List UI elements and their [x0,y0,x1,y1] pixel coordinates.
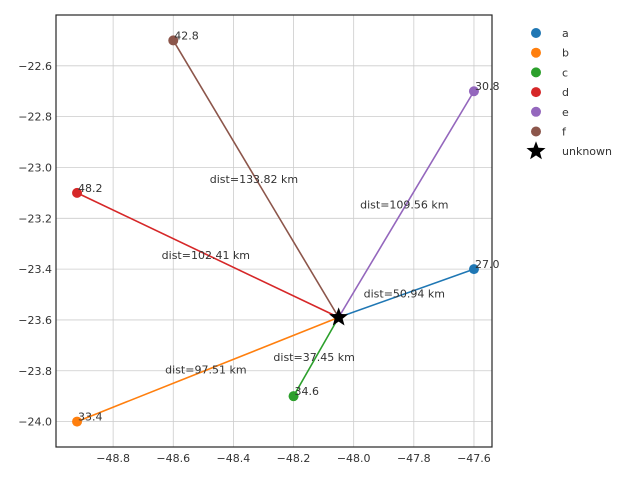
distance-label-c: dist=37.45 km [273,351,354,364]
legend-label-unknown: unknown [562,145,612,158]
legend-marker-b [531,47,541,58]
distance-label-b: dist=97.51 km [165,363,246,376]
data-points [72,35,479,427]
x-tick-label: −48.8 [96,452,130,465]
legend-label-a: a [562,27,569,40]
distance-line-e [337,90,475,318]
x-tick-label: −47.6 [457,452,491,465]
legend-label-d: d [562,86,569,99]
point-d [72,187,83,198]
distance-lines [76,40,475,423]
y-tick-label: −23.0 [18,161,52,174]
point-f [168,35,179,46]
y-tick-label: −23.2 [18,212,52,225]
value-label-d: 48.2 [78,182,103,195]
point-b [72,416,83,427]
legend-marker-c [531,67,541,78]
legend-marker-unknown [526,141,546,160]
legend-label-e: e [562,106,569,119]
distance-label-d: dist=102.41 km [162,249,250,262]
legend-marker-f [531,126,541,137]
value-label-e: 30.8 [475,80,500,93]
y-tick-label: −22.6 [18,60,52,73]
value-label-f: 42.8 [174,29,199,42]
y-tick-label: −23.4 [18,263,52,276]
distance-label-a: dist=50.94 km [364,287,445,300]
point-e [468,86,479,97]
x-tick-label: −48.0 [337,452,371,465]
y-tick-label: −24.0 [18,416,52,429]
value-label-a: 27.0 [475,258,500,271]
legend-marker-e [531,106,541,117]
point-c [288,391,299,402]
legend-marker-a [531,28,541,38]
plot-frame [55,14,493,448]
chart-labels: 27.0 dist=50.94 km 33.4 dist=97.51 km 34.6 di… [78,29,499,423]
x-tick-label: −48.6 [156,452,190,465]
distance-line-d [76,192,339,319]
distance-line-f [172,40,340,318]
y-tick-label: −23.6 [18,314,52,327]
grid-lines [56,15,492,447]
x-tick-label: −47.8 [397,452,431,465]
legend-label-f: f [562,126,567,139]
legend-marker-d [531,87,541,98]
axes: −48.8 −48.6 −48.4 −48.2 −48.0 −47.8 −47.6 −22.6… [18,14,493,465]
y-tick-label: −23.8 [18,365,52,378]
distance-label-f: dist=133.82 km [210,173,298,186]
unknown-star [329,307,349,326]
value-label-b: 33.4 [78,411,103,424]
distance-line-b [76,316,339,423]
x-tick-label: −48.2 [277,452,311,465]
distance-line-c [292,317,340,397]
point-a [468,264,479,275]
value-label-c: 34.6 [295,385,320,398]
legend-label-b: b [562,47,569,60]
x-tick-label: −48.4 [217,452,251,465]
distance-label-e: dist=109.56 km [360,198,448,211]
legend-label-c: c [562,66,568,79]
distance-line-a [338,268,475,319]
y-tick-label: −22.8 [18,111,52,124]
